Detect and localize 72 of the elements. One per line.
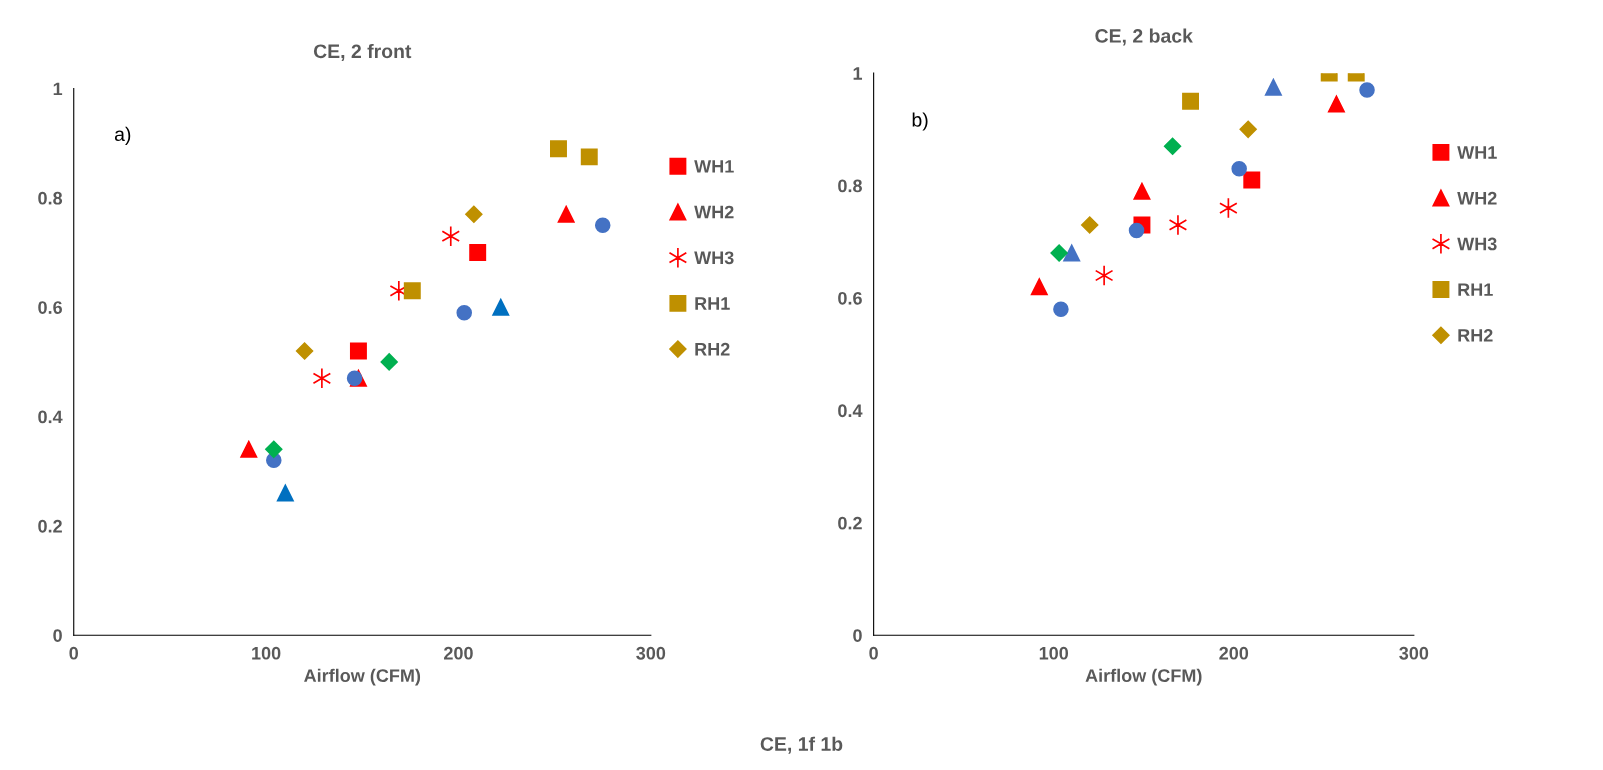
point xyxy=(465,205,483,223)
legend-label: RH1 xyxy=(1458,283,1493,296)
point xyxy=(380,353,398,371)
point xyxy=(1128,222,1145,239)
text: CE, 1f 1b xyxy=(760,736,843,754)
y-tick-label: 1 xyxy=(853,67,863,80)
x-axis-title: Airflow (CFM) xyxy=(1085,668,1202,686)
annotation: b) xyxy=(912,112,928,131)
point xyxy=(265,440,283,459)
point xyxy=(492,298,510,316)
y-tick-label: 0.8 xyxy=(838,179,862,193)
point xyxy=(1231,160,1247,177)
chart-title: CE, 2 back xyxy=(1095,28,1193,46)
legend-label: RH2 xyxy=(1458,328,1493,342)
point xyxy=(1081,216,1099,234)
y-tick-label: 0 xyxy=(53,629,62,642)
x-tick-label: 100 xyxy=(252,646,281,660)
y-tick-label: 0.2 xyxy=(838,516,862,530)
legend-label: WH2 xyxy=(694,205,734,219)
point xyxy=(1168,214,1188,236)
y-tick-label: 0.8 xyxy=(38,191,63,205)
point xyxy=(1133,182,1151,200)
point xyxy=(276,484,294,502)
point xyxy=(557,205,575,223)
point xyxy=(1163,137,1182,155)
point xyxy=(441,225,461,247)
y-tick-label: 0.2 xyxy=(38,519,62,533)
y-tick-label: 0.6 xyxy=(38,301,62,314)
point xyxy=(1094,264,1114,287)
point xyxy=(1243,171,1261,189)
point xyxy=(469,244,487,262)
point xyxy=(240,440,258,458)
point xyxy=(1063,244,1081,262)
x-tick-label: 0 xyxy=(69,646,79,660)
x-tick-label: 200 xyxy=(1219,646,1249,660)
legend-label: WH3 xyxy=(1457,237,1497,251)
x-tick-label: 100 xyxy=(1039,646,1069,660)
point xyxy=(346,370,363,387)
x-tick-label: 300 xyxy=(636,646,666,660)
point xyxy=(594,217,611,234)
point xyxy=(349,342,367,360)
point xyxy=(295,342,314,360)
chart-title: CE, 2 front xyxy=(313,43,412,62)
point xyxy=(580,148,598,166)
y-tick-label: 0.6 xyxy=(838,291,862,305)
x-tick-label: 0 xyxy=(869,646,878,660)
legend-label: WH1 xyxy=(1457,146,1497,159)
legend-label: WH1 xyxy=(694,160,734,173)
point xyxy=(1053,301,1069,318)
legend-label: RH1 xyxy=(695,297,730,310)
annotation: a) xyxy=(114,126,131,145)
point xyxy=(1182,92,1200,110)
x-tick-label: 300 xyxy=(1399,646,1429,660)
legend-label: WH3 xyxy=(694,251,734,265)
point xyxy=(550,140,567,158)
point xyxy=(1327,95,1345,113)
x-axis-title: Airflow (CFM) xyxy=(304,668,421,686)
y-tick-label: 0.4 xyxy=(38,410,63,424)
legend-label: WH2 xyxy=(1457,191,1497,205)
y-tick-label: 0.4 xyxy=(838,404,863,418)
point xyxy=(1050,244,1068,262)
point xyxy=(1264,78,1282,96)
point xyxy=(1030,278,1048,296)
y-tick-label: 0 xyxy=(853,629,862,642)
point xyxy=(1359,82,1375,98)
point xyxy=(1239,120,1257,139)
point xyxy=(403,282,421,300)
y-tick-label: 1 xyxy=(53,82,63,96)
point xyxy=(456,304,473,321)
legend-label: RH2 xyxy=(695,342,730,356)
point xyxy=(312,367,332,389)
x-tick-label: 200 xyxy=(444,646,473,660)
